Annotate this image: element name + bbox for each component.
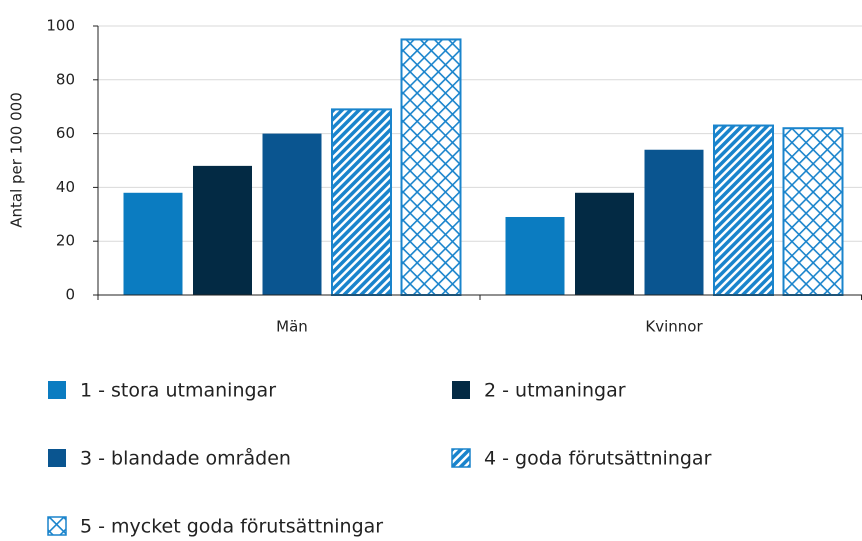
- bar: [575, 192, 634, 295]
- legend-swatch: [48, 381, 66, 399]
- bar: [193, 165, 252, 295]
- y-tick-label: 0: [65, 286, 75, 304]
- legend-swatch: [47, 516, 67, 536]
- bar: [782, 127, 844, 296]
- y-tick-label: 100: [46, 17, 75, 35]
- bar: [505, 216, 565, 295]
- y-tick-label: 80: [56, 70, 75, 88]
- legend-label: 4 - goda förutsättningar: [484, 448, 712, 470]
- y-tick-label: 40: [56, 178, 75, 196]
- legend-label: 2 - utmaningar: [484, 380, 626, 402]
- x-tick-label: Kvinnor: [645, 318, 703, 336]
- bar: [331, 108, 392, 296]
- bar: [400, 38, 462, 297]
- bar: [644, 149, 704, 295]
- bar: [262, 133, 322, 295]
- legend-swatch: [451, 448, 471, 468]
- bar: [713, 124, 774, 296]
- y-tick-label: 60: [56, 124, 75, 142]
- legend-label: 3 - blandade områden: [80, 447, 291, 470]
- legend-label: 1 - stora utmaningar: [80, 380, 276, 402]
- legend-swatch: [48, 449, 66, 467]
- bar: [123, 192, 183, 295]
- x-tick-label: Män: [276, 318, 308, 336]
- y-axis-label: Antal per 100 000: [8, 92, 26, 228]
- y-tick-label: 20: [56, 232, 75, 250]
- legend-swatch: [452, 381, 470, 399]
- legend-label: 5 - mycket goda förutsättningar: [80, 516, 383, 538]
